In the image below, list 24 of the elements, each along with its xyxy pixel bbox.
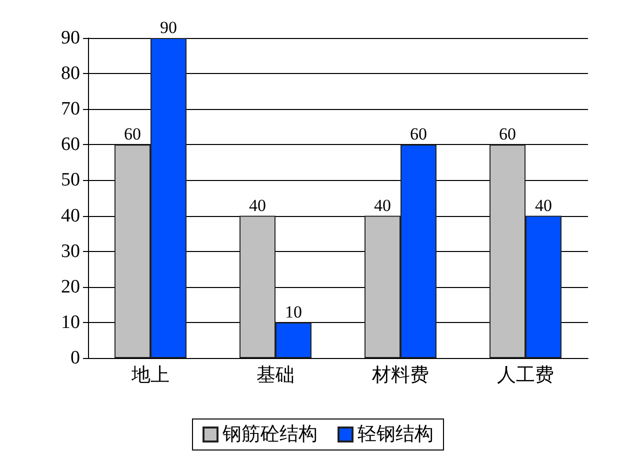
- y-tick-label: 50: [61, 170, 80, 191]
- legend-label: 钢筋砼结构: [222, 424, 318, 445]
- x-tick-label: 基础: [256, 365, 294, 386]
- data-label: 60: [410, 124, 427, 144]
- data-label: 90: [160, 18, 177, 37]
- y-tick-label: 90: [61, 28, 80, 48]
- y-tick-label: 30: [61, 240, 80, 262]
- x-tick-label: 材料费: [371, 365, 429, 386]
- y-tick-label: 80: [61, 63, 80, 84]
- y-tick-label: 60: [61, 134, 80, 156]
- data-label: 60: [499, 124, 516, 144]
- data-label: 40: [374, 196, 391, 215]
- data-label: 10: [285, 302, 302, 322]
- x-tick-label: 人工费: [497, 365, 554, 386]
- y-tick-label: 70: [61, 98, 80, 120]
- legend-label: 轻钢结构: [358, 424, 434, 445]
- data-label: 60: [124, 124, 141, 144]
- y-tick-label: 20: [61, 276, 80, 298]
- data-label: 40: [249, 196, 266, 215]
- y-tick-label: 10: [61, 312, 80, 333]
- data-label: 40: [535, 196, 552, 215]
- y-tick-label: 40: [61, 205, 80, 226]
- x-tick-label: 地上: [130, 365, 170, 386]
- y-tick-label: 0: [70, 348, 80, 368]
